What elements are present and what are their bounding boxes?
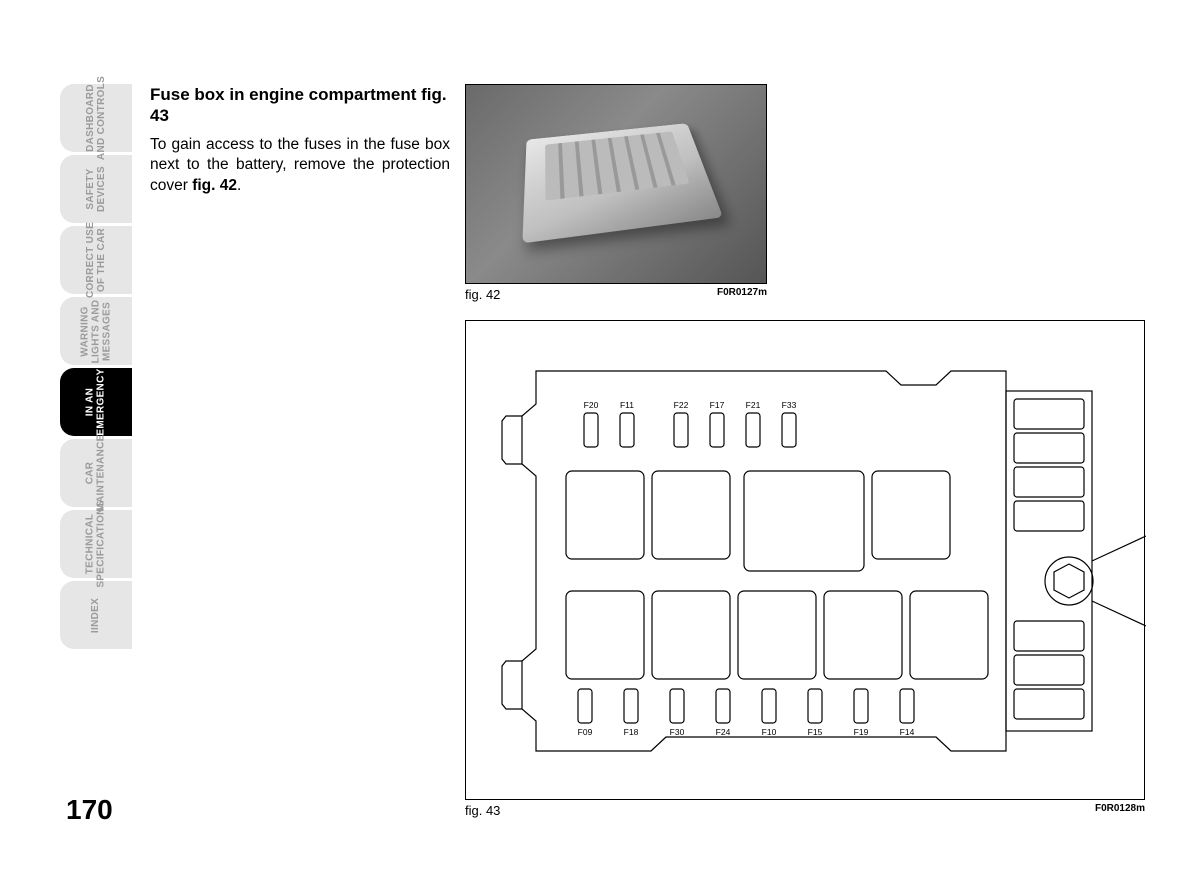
svg-text:F24: F24 — [716, 727, 731, 737]
svg-text:F19: F19 — [854, 727, 869, 737]
svg-text:F11: F11 — [620, 400, 634, 410]
manual-page: DASHBOARDAND CONTROLS SAFETYDEVICES CORR… — [60, 60, 1140, 830]
tab-emergency[interactable]: IN ANEMERGENCY — [60, 368, 132, 436]
section-body: To gain access to the fuses in the fuse … — [150, 135, 450, 198]
fuse-diagram: F20 F11 F22 F17 F21 F33 F09 F18 F30 F24 F10 F15 F19 F… — [465, 320, 1145, 800]
svg-text:F20: F20 — [584, 400, 599, 410]
svg-text:F09: F09 — [578, 727, 593, 737]
tab-warning[interactable]: WARNINGLIGHTS ANDMESSAGES — [60, 297, 132, 365]
svg-text:F17: F17 — [710, 400, 725, 410]
svg-text:F22: F22 — [674, 400, 689, 410]
tab-maintenance[interactable]: CARMAINTENANCE — [60, 439, 132, 507]
svg-text:F30: F30 — [670, 727, 685, 737]
svg-text:F21: F21 — [746, 400, 761, 410]
figure-43: F20 F11 F22 F17 F21 F33 F09 F18 F30 F24 F10 F15 F19 F… — [465, 320, 1145, 818]
tab-technical[interactable]: TECHNICALSPECIFICATIONS — [60, 510, 132, 578]
svg-text:F14: F14 — [900, 727, 915, 737]
svg-text:F15: F15 — [808, 727, 823, 737]
fuse-box-photo — [465, 84, 767, 284]
fuse-diagram-svg: F20 F11 F22 F17 F21 F33 F09 F18 F30 F24 F10 F15 F19 F… — [466, 321, 1146, 801]
tab-correct-use[interactable]: CORRECT USEOF THE CAR — [60, 226, 132, 294]
fuse-box-cover-icon — [522, 123, 723, 243]
figure-42-caption: fig. 42 F0R0127m — [465, 287, 767, 302]
section-heading: Fuse box in engine compartment fig. 43 — [150, 84, 450, 127]
tab-safety[interactable]: SAFETYDEVICES — [60, 155, 132, 223]
svg-text:F10: F10 — [762, 727, 777, 737]
figure-43-caption: fig. 43 F0R0128m — [465, 803, 1145, 818]
tab-index[interactable]: IINDEX — [60, 581, 132, 649]
section-tabs: DASHBOARDAND CONTROLS SAFETYDEVICES CORR… — [60, 84, 132, 649]
svg-text:F18: F18 — [624, 727, 639, 737]
text-column: Fuse box in engine compartment fig. 43 T… — [150, 84, 450, 197]
svg-text:F33: F33 — [782, 400, 797, 410]
figure-42: fig. 42 F0R0127m — [465, 84, 767, 302]
tab-dashboard[interactable]: DASHBOARDAND CONTROLS — [60, 84, 132, 152]
page-number: 170 — [66, 794, 113, 826]
